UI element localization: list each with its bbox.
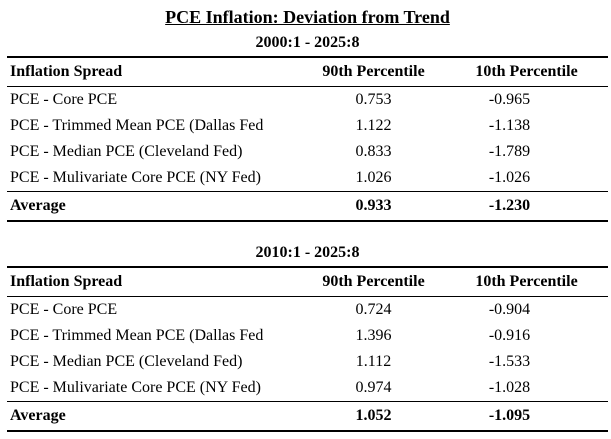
p90-value: 1.122: [355, 117, 392, 134]
table-section-2000: 2000:1 - 2025:8 Inflation Spread 90th Pe…: [7, 33, 608, 222]
table-row: PCE - Median PCE (Cleveland Fed) 0.833 -1.…: [7, 139, 608, 165]
header-row: Inflation Spread 90th Percentile 10th Pe…: [7, 267, 608, 297]
average-90th-value: 1.052: [302, 401, 445, 431]
period-subtitle-2000: 2000:1 - 2025:8: [255, 34, 360, 51]
table-row: PCE - Trimmed Mean PCE (Dallas Fed 1.122 -…: [7, 113, 608, 139]
p10-value: -1.028: [488, 379, 531, 396]
page-title: PCE Inflation: Deviation from Trend: [165, 7, 450, 27]
average-10th-value: -1.095: [445, 401, 608, 431]
p10-value: -0.916: [488, 327, 531, 344]
p10-value: -1.026: [488, 169, 531, 186]
header-row: Inflation Spread 90th Percentile 10th Pe…: [7, 57, 608, 87]
average-row: Average 1.052 -1.095: [7, 401, 608, 431]
spread-label: PCE - Median PCE (Cleveland Fed): [10, 353, 243, 370]
column-header-inflation-spread: Inflation Spread: [7, 57, 302, 87]
table-section-2010: 2010:1 - 2025:8 Inflation Spread 90th Pe…: [7, 243, 608, 432]
p10-value: -1.533: [488, 353, 531, 370]
period-subtitle-2010: 2010:1 - 2025:8: [255, 244, 360, 261]
column-header-10th-percentile: 10th Percentile: [445, 57, 608, 87]
spread-label: PCE - Core PCE: [10, 301, 118, 318]
spread-label: PCE - Trimmed Mean PCE (Dallas Fed: [10, 117, 264, 134]
p10-value: -1.138: [488, 117, 531, 134]
p90-value: 1.026: [355, 169, 392, 186]
p10-value: -0.965: [488, 91, 531, 108]
spread-label: PCE - Mulivariate Core PCE (NY Fed): [10, 379, 261, 396]
p90-value: 0.833: [355, 143, 392, 160]
table-row: PCE - Mulivariate Core PCE (NY Fed) 1.026…: [7, 165, 608, 192]
table-row: PCE - Core PCE 0.724 -0.904: [7, 297, 608, 324]
column-header-90th-percentile: 90th Percentile: [302, 267, 445, 297]
column-header-90th-percentile: 90th Percentile: [302, 57, 445, 87]
average-label: Average: [7, 401, 302, 431]
spread-label: PCE - Trimmed Mean PCE (Dallas Fed: [10, 327, 264, 344]
table-row: PCE - Median PCE (Cleveland Fed) 1.112 -1.…: [7, 349, 608, 375]
column-header-10th-percentile: 10th Percentile: [445, 267, 608, 297]
spread-label: PCE - Mulivariate Core PCE (NY Fed): [10, 169, 261, 186]
spread-label: PCE - Median PCE (Cleveland Fed): [10, 143, 243, 160]
p10-value: -0.904: [488, 301, 531, 318]
table-row: PCE - Trimmed Mean PCE (Dallas Fed 1.396 -…: [7, 323, 608, 349]
percentile-table-2000: Inflation Spread 90th Percentile 10th Pe…: [7, 56, 608, 222]
average-10th-value: -1.230: [445, 191, 608, 221]
average-label: Average: [7, 191, 302, 221]
p90-value: 1.396: [355, 327, 392, 344]
p90-value: 0.724: [355, 301, 392, 318]
table-row: PCE - Core PCE 0.753 -0.965: [7, 87, 608, 114]
average-90th-value: 0.933: [302, 191, 445, 221]
spread-label: PCE - Core PCE: [10, 91, 118, 108]
p90-value: 0.974: [355, 379, 392, 396]
average-row: Average 0.933 -1.230: [7, 191, 608, 221]
column-header-inflation-spread: Inflation Spread: [7, 267, 302, 297]
p90-value: 1.112: [355, 353, 392, 370]
table-row: PCE - Mulivariate Core PCE (NY Fed) 0.974…: [7, 375, 608, 402]
percentile-table-2010: Inflation Spread 90th Percentile 10th Pe…: [7, 266, 608, 432]
p90-value: 0.753: [355, 91, 392, 108]
p10-value: -1.789: [488, 143, 531, 160]
